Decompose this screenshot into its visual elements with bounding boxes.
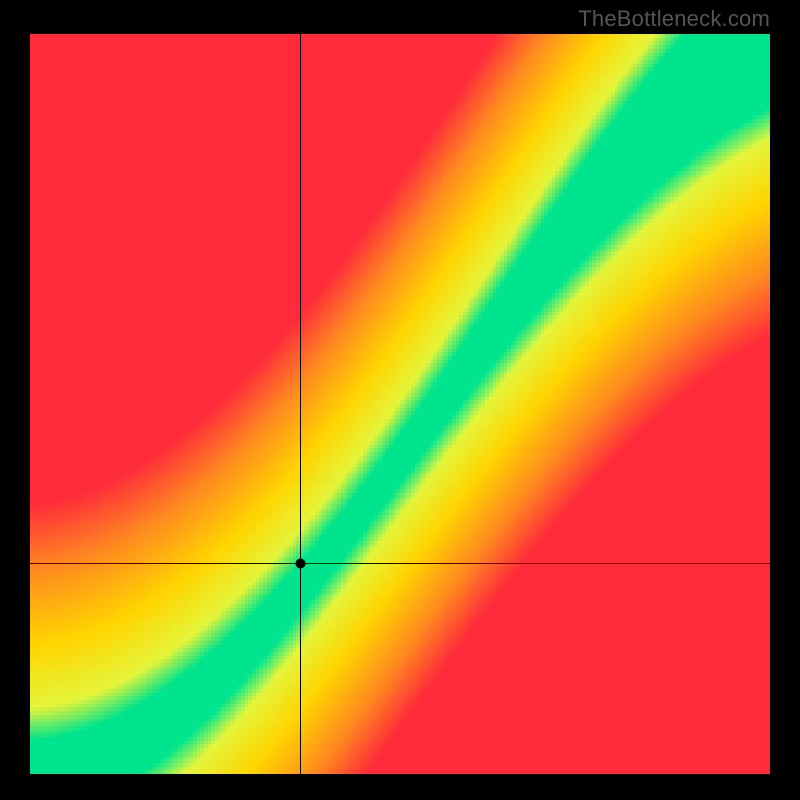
bottleneck-heatmap (30, 34, 770, 774)
watermark-text: TheBottleneck.com (578, 6, 770, 32)
chart-container: TheBottleneck.com (0, 0, 800, 800)
